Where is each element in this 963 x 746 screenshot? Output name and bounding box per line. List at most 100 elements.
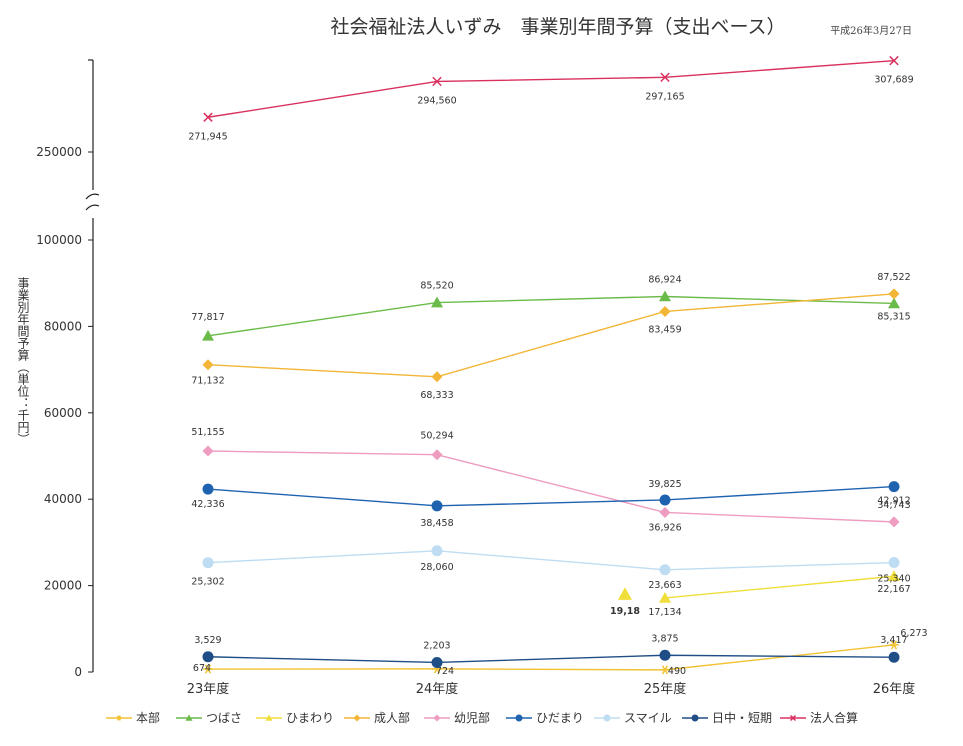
- legend-item-日中・短期: 日中・短期: [682, 710, 772, 725]
- data-point: [659, 290, 671, 302]
- x-tick-label: 24年度: [416, 681, 459, 697]
- data-label: 83,459: [648, 324, 681, 335]
- legend-label: 本部: [136, 710, 160, 725]
- data-label: 674: [193, 663, 211, 674]
- data-label: 87,522: [877, 272, 910, 283]
- y-tick-label: 0: [74, 665, 82, 679]
- series-line: [207, 644, 895, 671]
- y-axis-label: 事業別年間予算（単位：千円）: [16, 277, 30, 445]
- series-line: [207, 293, 895, 378]
- series-本部: 674 724 490 6,273: [193, 628, 928, 677]
- data-label: 6,273: [900, 628, 927, 639]
- data-point: [202, 483, 214, 495]
- y-tick-label: 250000: [36, 145, 82, 159]
- data-label: 25,302: [191, 577, 224, 588]
- data-point: [659, 305, 671, 317]
- series-成人部: 71,132 68,333 83,459 87,522: [191, 272, 910, 401]
- data-label: 297,165: [645, 91, 684, 102]
- data-label: 294,560: [417, 95, 456, 106]
- series-つばさ: 77,817 85,520 86,924 85,315: [191, 274, 911, 341]
- data-point: [202, 557, 214, 569]
- data-point: [433, 714, 441, 722]
- data-point: [618, 587, 632, 600]
- data-point: [431, 500, 443, 512]
- data-label: 2,203: [423, 640, 450, 651]
- legend-item-本部: 本部: [106, 710, 160, 725]
- data-point: [888, 516, 900, 528]
- data-label: 28,060: [420, 562, 453, 573]
- data-label: 3,529: [194, 635, 221, 646]
- marker-stroke: [890, 640, 898, 650]
- chart-title: 社会福祉法人いずみ 事業別年間予算（支出ベース）: [330, 16, 785, 38]
- marker-stroke: [204, 664, 212, 674]
- data-point: [431, 449, 443, 461]
- data-label: 3,417: [880, 635, 907, 646]
- series-line: [207, 59, 895, 118]
- legend-label: ひだまり: [536, 711, 584, 725]
- x-tick-label: 25年度: [644, 681, 687, 697]
- series-ひだまり: 42,336 38,458 39,825 42,912: [191, 479, 910, 529]
- data-point: [659, 494, 671, 506]
- data-point: [691, 714, 699, 722]
- data-point: [659, 564, 671, 576]
- data-label: 34,743: [877, 500, 910, 511]
- data-point: [202, 359, 214, 371]
- legend-item-スマイル: スマイル: [594, 711, 672, 725]
- data-point: [515, 714, 523, 722]
- series-line: [207, 295, 895, 337]
- data-label: 85,520: [420, 281, 453, 292]
- series-line: [207, 485, 895, 507]
- data-point: [353, 714, 361, 722]
- data-label: 23,663: [648, 580, 681, 591]
- data-point: [203, 664, 213, 674]
- series-幼児部: 51,155 50,294 36,926 34,743: [191, 427, 910, 533]
- data-point: [659, 649, 671, 661]
- data-label: 17,134: [648, 607, 681, 618]
- data-point: [659, 506, 671, 518]
- data-label: 42,336: [191, 499, 224, 510]
- data-point: [431, 656, 443, 668]
- legend-label: スマイル: [624, 711, 672, 725]
- legend: 本部 つばさ ひまわり 成人部 幼児部 ひだまり スマイル 日中・短期 法人合算: [106, 710, 858, 725]
- series-line: [664, 575, 895, 599]
- legend-label: ひまわり: [286, 711, 334, 725]
- legend-label: 成人部: [374, 710, 410, 725]
- chart-date: 平成26年3月27日: [830, 24, 912, 37]
- data-point: [888, 570, 900, 582]
- data-point: [660, 665, 670, 675]
- legend-label: 幼児部: [454, 710, 490, 725]
- marker-stroke: [203, 112, 213, 122]
- data-label: 22,167: [877, 584, 910, 595]
- data-label: 724: [436, 666, 454, 677]
- data-label: 307,689: [874, 75, 913, 86]
- data-point: [888, 557, 900, 569]
- legend-item-つばさ: つばさ: [176, 711, 242, 725]
- data-label: 39,825: [648, 479, 681, 490]
- marker-stroke: [790, 715, 796, 721]
- data-point: [888, 481, 900, 493]
- data-label-extra: 19,18: [610, 606, 640, 617]
- series-日中・短期: 3,529 2,203 3,875 3,417: [194, 633, 908, 668]
- data-label: 50,294: [420, 431, 453, 442]
- x-tick-label: 23年度: [187, 681, 230, 697]
- data-label: 71,132: [191, 376, 224, 387]
- data-point: [116, 715, 122, 721]
- data-point: [889, 55, 899, 66]
- data-label: 38,458: [420, 518, 453, 529]
- axes: 0 20000 40000 60000 80000 100000 250000 23年度 24年…: [16, 59, 915, 697]
- y-tick-label: 40000: [44, 492, 82, 506]
- series-ひまわり: 17,134 22,167 19,18: [610, 570, 911, 618]
- data-point: [202, 651, 214, 663]
- legend-label: 日中・短期: [712, 710, 772, 725]
- marker-stroke: [661, 665, 669, 675]
- series-line: [207, 450, 895, 523]
- series-スマイル: 25,302 28,060 23,663 25,340: [191, 545, 911, 591]
- data-label: 86,924: [648, 274, 681, 285]
- data-point: [202, 329, 214, 341]
- data-label: 68,333: [420, 390, 453, 401]
- series-line: [207, 550, 895, 571]
- data-label: 25,340: [877, 574, 910, 585]
- data-point: [431, 371, 443, 383]
- legend-item-成人部: 成人部: [344, 710, 410, 725]
- data-label: 85,315: [877, 311, 910, 322]
